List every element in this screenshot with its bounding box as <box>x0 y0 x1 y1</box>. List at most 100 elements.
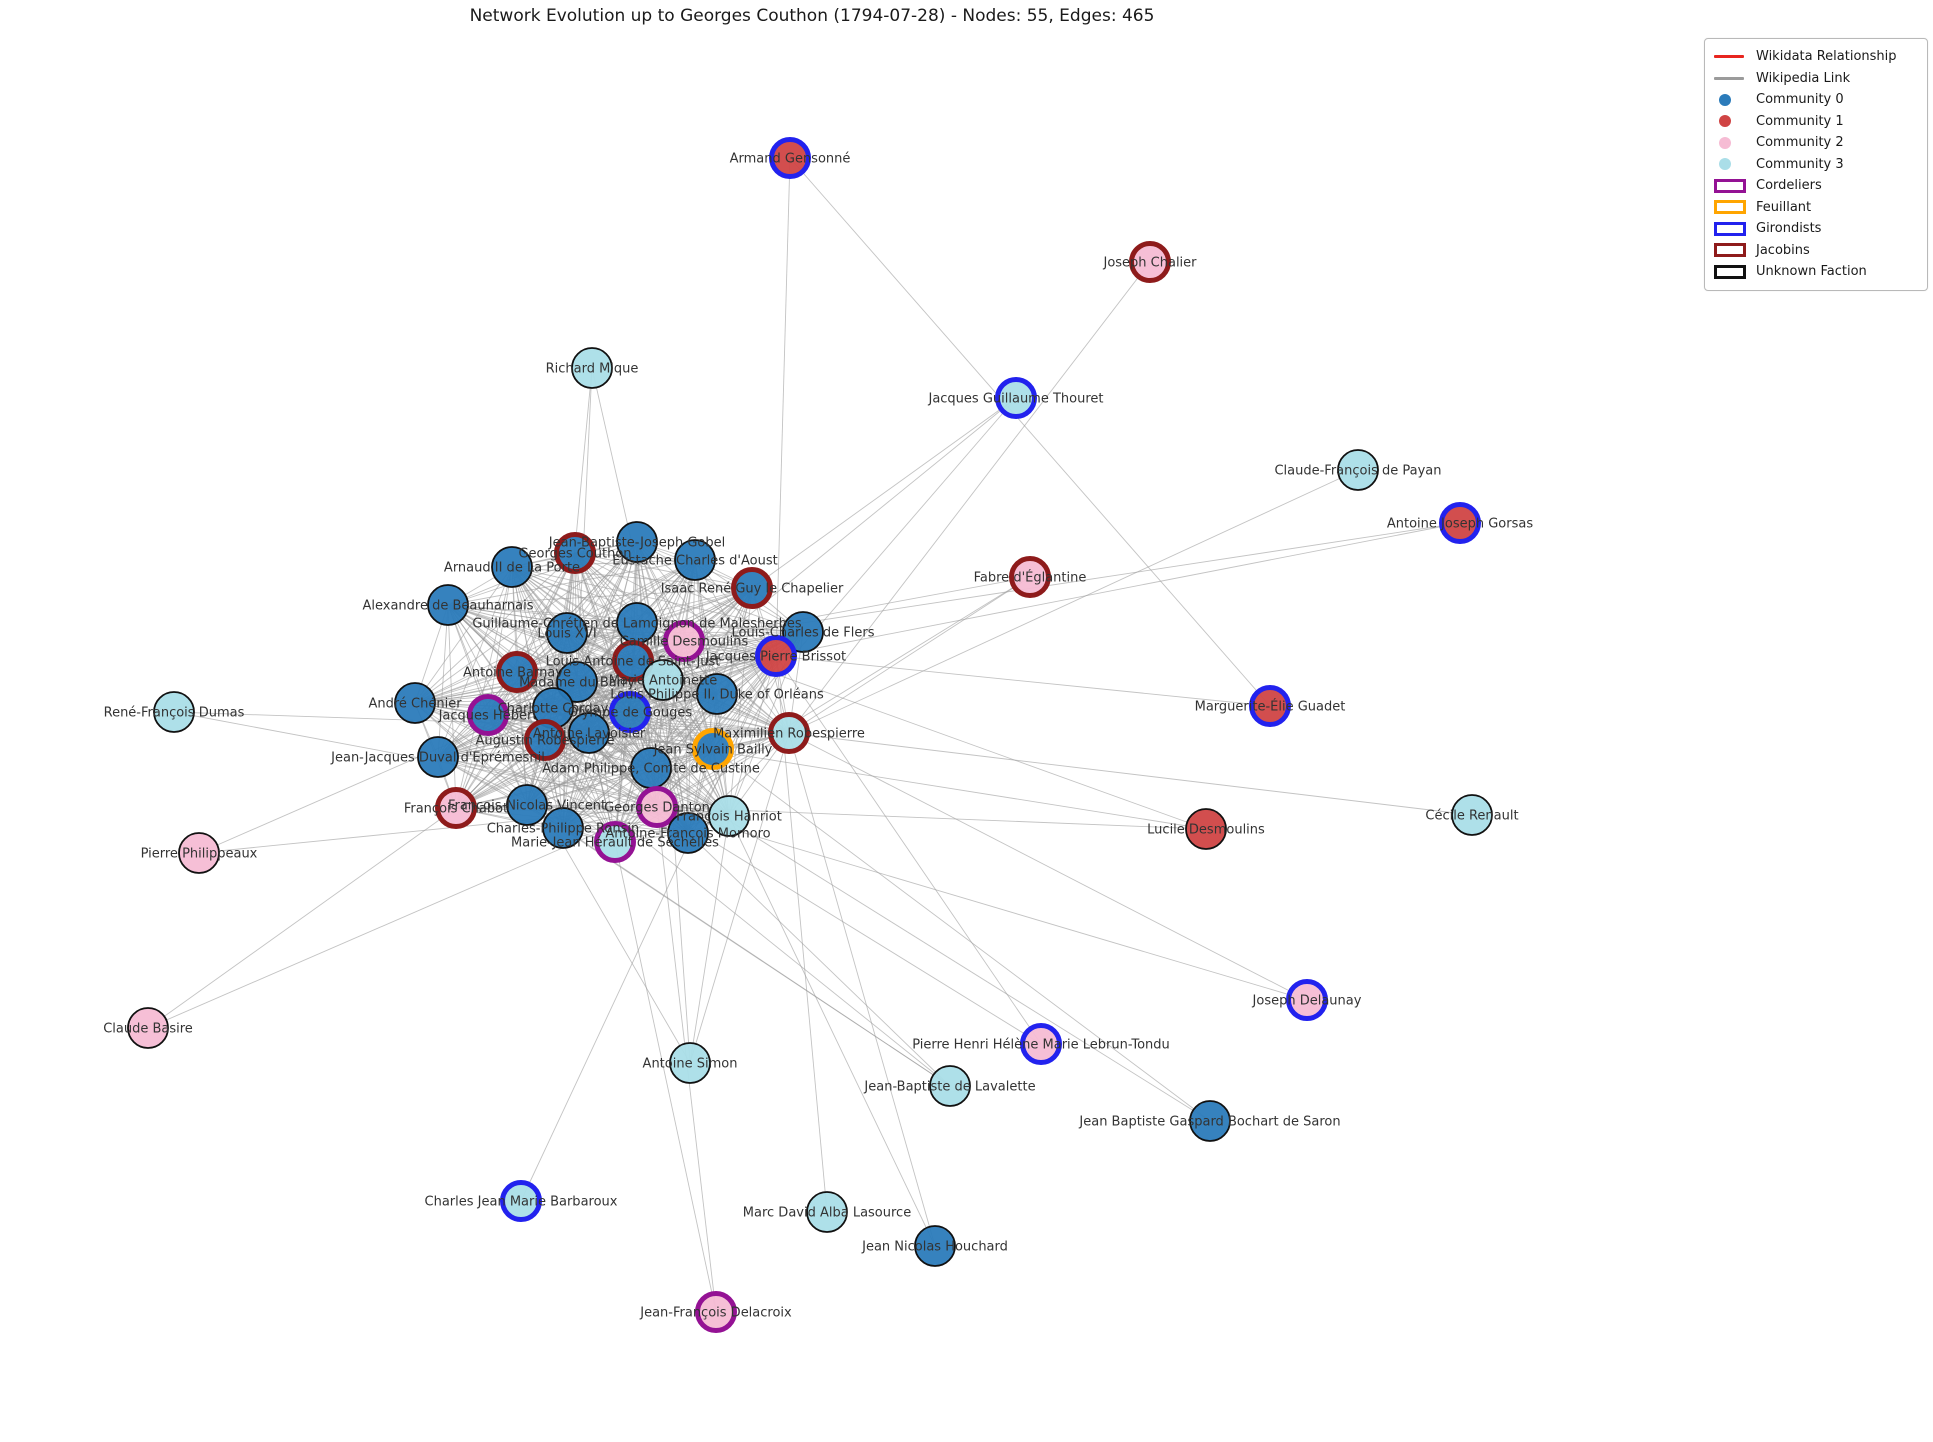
edge-wikipedia-link <box>687 732 790 834</box>
edge-wikipedia-link <box>487 714 691 1064</box>
edge-wikipedia-link <box>728 655 777 817</box>
node-simon <box>669 1042 711 1084</box>
node-label-barnave: Antoine Barnave <box>463 666 571 681</box>
node-label-brissot: Jacques Pierre Brissot <box>705 650 846 665</box>
edge-wikipedia-link <box>487 552 576 716</box>
edge-wikipedia-link <box>656 806 1308 1001</box>
edge-wikipedia-link <box>728 815 936 1247</box>
edge-wikipedia-link <box>636 541 718 695</box>
node-label-dubarry: Madame du Barry <box>519 676 635 691</box>
edge-wikipedia-link <box>689 815 730 1064</box>
node-epremesnil <box>417 736 459 778</box>
node-label-lasource: Marc David Alba Lasource <box>743 1206 911 1221</box>
legend-item-label: Unknown Faction <box>1756 264 1867 280</box>
node-payan <box>1337 449 1379 491</box>
legend-item-label: Wikidata Relationship <box>1756 49 1897 65</box>
edge-wikipedia-link <box>487 566 513 716</box>
node-louis16 <box>546 612 588 654</box>
node-label-bochart: Jean Baptiste Gaspard Bochart de Saron <box>1078 1115 1340 1130</box>
node-label-ronsin: Charles-Philippe Ronsin <box>487 822 640 837</box>
node-label-lebrun: Pierre Henri Hélène Marie Lebrun-Tondu <box>912 1038 1170 1053</box>
node-label-couthon: Georges Couthon <box>518 547 631 562</box>
node-label-philippeaux: Pierre Philippeaux <box>141 847 258 862</box>
node-chalier <box>1129 241 1171 283</box>
edge-wikipedia-link <box>687 832 951 1087</box>
node-guadet <box>1249 685 1291 727</box>
edge-wikipedia-link <box>636 541 804 633</box>
legend-ring-swatch <box>1714 221 1748 236</box>
node-label-gobel: Jean-Baptiste-Joseph Gobel <box>548 536 725 551</box>
edge-wikipedia-link <box>198 806 658 854</box>
edge-wikipedia-link <box>566 367 593 634</box>
node-barbaroux <box>500 1180 542 1222</box>
edge-wikipedia-link <box>516 671 528 806</box>
edge-wikipedia-link <box>632 660 689 834</box>
node-label-augrob: Augustin Robespierre <box>476 734 615 749</box>
edge-wikipedia-link <box>511 559 696 568</box>
legend-ring-swatch <box>1714 178 1748 193</box>
edge-wikipedia-link <box>544 739 658 808</box>
node-gouges <box>609 691 651 733</box>
edge-wikipedia-link <box>447 604 634 662</box>
node-label-delacroix: Jean-François Delacroix <box>639 1306 792 1321</box>
node-lebrun <box>1020 1023 1062 1065</box>
node-lavoisier <box>568 712 610 754</box>
node-augrob <box>524 719 566 761</box>
node-delaunay <box>1286 979 1328 1021</box>
legend-item-label: Jacobins <box>1756 242 1810 258</box>
edge-wikipedia-link <box>694 559 790 734</box>
node-hebert <box>467 694 509 736</box>
node-label-epremesnil: Jean-Jacques Duval d'Eprémesnil <box>330 751 545 766</box>
node-label-malesherbes: Guillaume-Chrétien de Lamoignon de Males… <box>472 617 802 632</box>
node-beauharnais <box>427 584 469 626</box>
edge-wikipedia-link <box>656 806 1042 1045</box>
edge-wikipedia-link <box>526 693 718 806</box>
edge-wikipedia-link <box>487 714 658 808</box>
node-delacroix <box>695 1291 737 1333</box>
edge-wikipedia-link <box>516 640 685 673</box>
edge-wikipedia-link <box>683 576 1031 642</box>
edge-wikipedia-link <box>751 397 1017 589</box>
node-hanriot <box>708 795 750 837</box>
edge-wikipedia-link <box>775 655 1271 707</box>
legend-item-label: Community 2 <box>1756 135 1844 151</box>
edge-wikipedia-link <box>614 841 717 1313</box>
edge-wikipedia-link <box>414 552 576 704</box>
edge-wikipedia-link <box>788 469 1359 734</box>
node-bochart <box>1189 1100 1231 1142</box>
edge-wikipedia-link <box>511 566 753 589</box>
node-bailly <box>692 728 734 770</box>
node-label-layer: Armand Gensonné Joseph Chalier Richard Miq… <box>103 152 1533 1321</box>
legend-item-label: Cordeliers <box>1756 178 1822 194</box>
legend-dot-swatch <box>1714 115 1748 128</box>
legend-item: Unknown Faction <box>1714 261 1917 283</box>
edge-wikipedia-link <box>789 157 1271 707</box>
legend-item: Community 3 <box>1714 154 1917 176</box>
node-orleans <box>696 673 738 715</box>
edge-wikipedia-link <box>562 748 714 829</box>
node-label-gouges: Olympe de Gouges <box>568 706 692 721</box>
edge-wikipedia-link <box>526 767 652 806</box>
edge-wikipedia-link <box>629 711 730 817</box>
node-couthon <box>554 532 596 574</box>
node-label-laporte: Arnaud II de La Porte <box>444 561 580 576</box>
edge-wikipedia-link <box>788 732 936 1247</box>
node-label-custine: Adam Philippe, Comte de Custine <box>542 762 760 777</box>
node-maxrob <box>768 712 810 754</box>
node-label-gorsas: Antoine Joseph Gorsas <box>1387 517 1533 532</box>
node-dumas <box>153 691 195 733</box>
edge-wikipedia-link <box>447 604 616 843</box>
node-ronsin <box>542 807 584 849</box>
node-label-orleans: Louis Philippe II, Duke of Orléans <box>610 688 824 703</box>
edge-wikipedia-link <box>588 732 1211 1122</box>
node-label-hanriot: François Hanriot <box>676 810 782 825</box>
node-daoust <box>674 539 716 581</box>
node-saintjust <box>612 640 654 682</box>
edge-wikipedia-link <box>775 522 1461 657</box>
figure-title: Network Evolution up to Georges Couthon … <box>469 6 1155 26</box>
edge-wikipedia-link <box>147 807 457 1029</box>
node-label-renault: Cécile Renault <box>1425 809 1518 824</box>
legend-item: Wikidata Relationship <box>1714 46 1917 68</box>
edge-wikipedia-link <box>788 732 1473 816</box>
